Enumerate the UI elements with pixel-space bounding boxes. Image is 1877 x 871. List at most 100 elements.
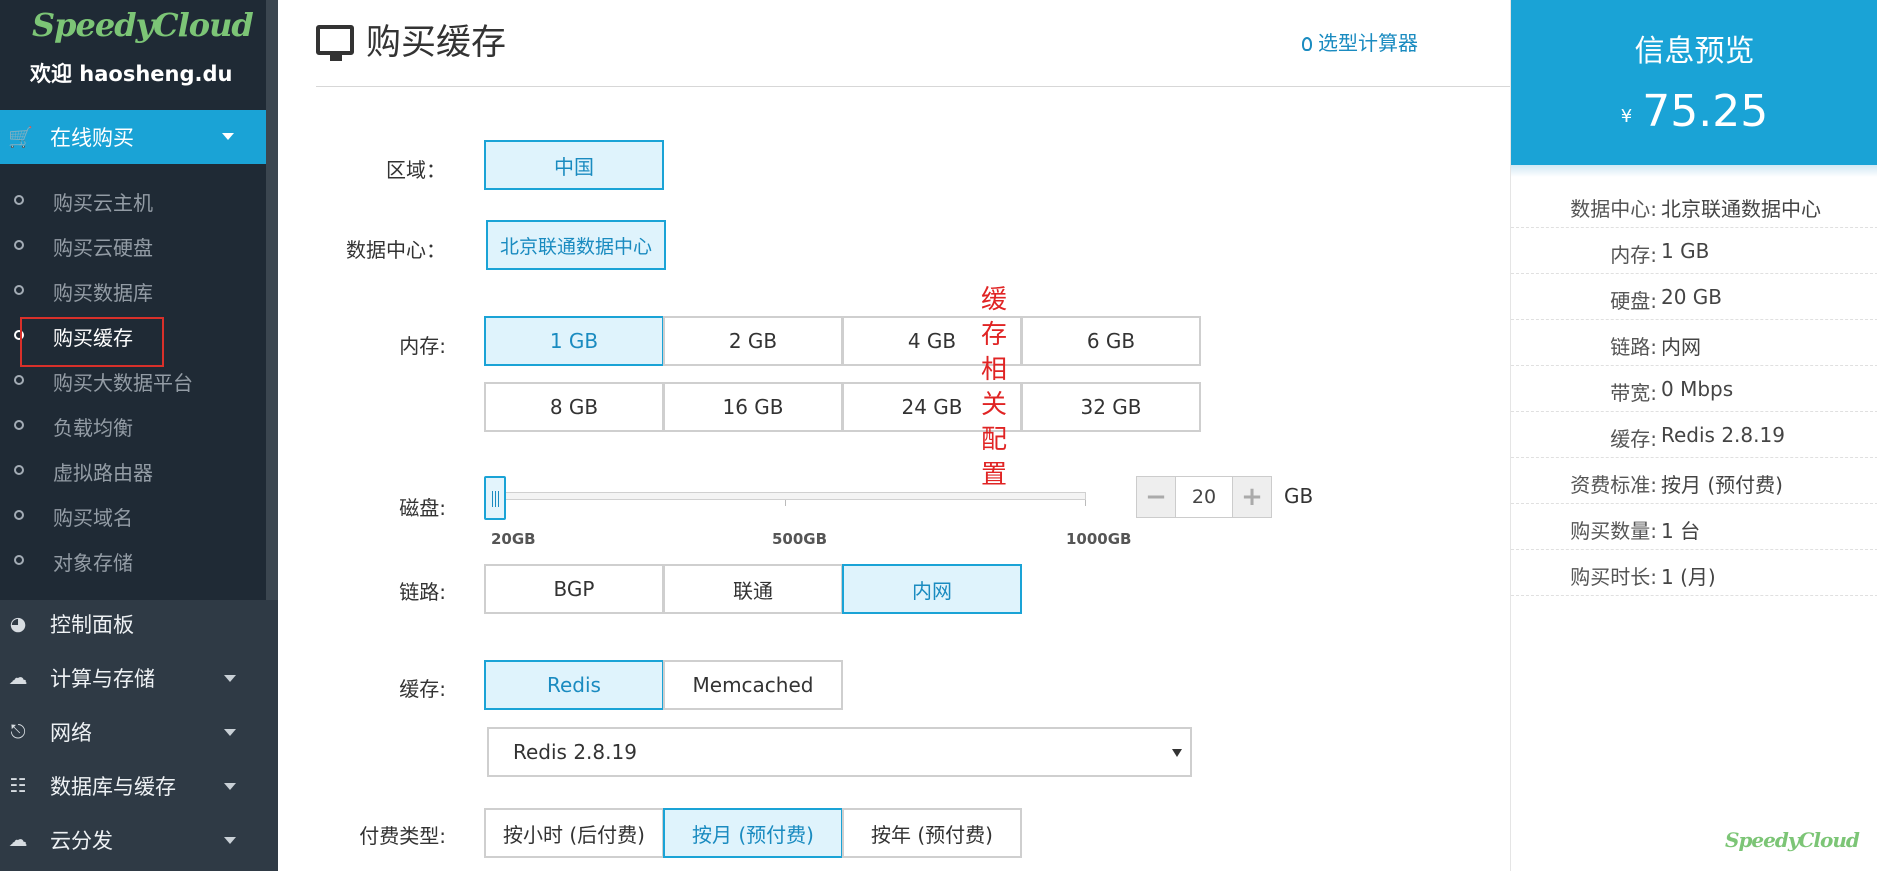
slider-mid-label: 500GB: [772, 530, 828, 548]
memory-option[interactable]: 4 GB: [842, 316, 1022, 366]
menu-compute-storage[interactable]: ☁ 计算与存储: [0, 651, 278, 705]
brand-logo: SpeedyCloud: [1725, 828, 1860, 852]
link-option-intranet[interactable]: 内网: [842, 564, 1022, 614]
menu-cdn[interactable]: ☁ 云分发: [0, 813, 278, 867]
circle-icon: [14, 330, 24, 340]
menu-label: 数据库与缓存: [50, 775, 176, 799]
menu-label: 在线购买: [50, 126, 134, 150]
cache-label: 缓存:: [399, 677, 446, 701]
cache-option-memcached[interactable]: Memcached: [663, 660, 843, 710]
info-key: 购买时长:: [1570, 565, 1657, 589]
memory-option[interactable]: 8 GB: [484, 382, 664, 432]
preview-header: 信息预览 ¥75.25: [1511, 0, 1877, 165]
info-value: 按月 (预付费): [1661, 473, 1783, 497]
link-label: 链路:: [399, 580, 446, 604]
cloud-icon: ☁: [8, 667, 28, 689]
info-key: 硬盘:: [1610, 289, 1657, 313]
sidebar-item-virtual-router[interactable]: 虚拟路由器: [0, 450, 266, 492]
info-row: 数据中心: 北京联通数据中心: [1511, 182, 1877, 228]
link-option-unicom[interactable]: 联通: [663, 564, 843, 614]
info-value: 1 GB: [1661, 239, 1710, 263]
datacenter-option-beijing[interactable]: 北京联通数据中心: [486, 220, 666, 270]
info-row: 资费标准: 按月 (预付费): [1511, 458, 1877, 504]
slider-tick: [1085, 500, 1086, 506]
disk-slider-handle[interactable]: [484, 476, 506, 520]
memory-option[interactable]: 24 GB: [842, 382, 1022, 432]
disk-size-input[interactable]: 20: [1176, 476, 1232, 518]
logo: SpeedyCloud: [32, 6, 254, 44]
plus-button[interactable]: +: [1232, 476, 1272, 518]
datacenter-label: 数据中心：: [346, 238, 446, 262]
info-value: 20 GB: [1661, 285, 1723, 309]
info-key: 数据中心:: [1570, 197, 1657, 221]
dashboard-icon: ◕: [9, 613, 27, 635]
disk-slider-track[interactable]: [484, 492, 1086, 500]
sidebar-item-label: 购买云主机: [53, 191, 153, 215]
billing-label: 付费类型:: [359, 824, 446, 848]
region-option-china[interactable]: 中国: [484, 140, 664, 190]
memory-option[interactable]: 32 GB: [1021, 382, 1201, 432]
memory-label: 内存:: [399, 334, 446, 358]
highlight-annotation-box: [20, 317, 164, 367]
info-value: Redis 2.8.19: [1661, 423, 1785, 447]
memory-option[interactable]: 16 GB: [663, 382, 843, 432]
memory-option[interactable]: 2 GB: [663, 316, 843, 366]
slider-tick: [785, 500, 786, 506]
menu-database-cache[interactable]: ☷ 数据库与缓存: [0, 759, 278, 813]
sidebar-item-label: 购买缓存: [53, 326, 133, 350]
dropdown-arrow-icon: [1172, 749, 1182, 757]
lightbulb-icon: [1302, 37, 1312, 51]
sidebar-item-load-balancer[interactable]: 负载均衡: [0, 405, 266, 447]
menu-online-purchase[interactable]: 🛒 在线购买: [0, 110, 266, 164]
info-row: 购买时长: 1 (月): [1511, 550, 1877, 596]
sidebar-item-object-storage[interactable]: 对象存储: [0, 540, 266, 582]
billing-option-monthly[interactable]: 按月 (预付费): [663, 808, 843, 858]
sidebar-scrollbar[interactable]: [266, 0, 278, 600]
info-value: 1 (月): [1661, 565, 1716, 589]
info-key: 资费标准:: [1570, 473, 1657, 497]
disk-stepper: − 20 +: [1136, 476, 1272, 518]
info-preview-panel: 信息预览 ¥75.25 数据中心: 北京联通数据中心 内存: 1 GB 硬盘: 20 …: [1510, 0, 1877, 871]
sidebar-item-buy-database[interactable]: 购买数据库: [0, 270, 266, 312]
caret-down-icon: [224, 837, 236, 844]
network-icon: ⎋: [10, 721, 26, 743]
page-title: 购买缓存: [316, 14, 506, 65]
sidebar: SpeedyCloud 欢迎 haosheng.du 🛒 在线购买 购买云主机 …: [0, 0, 278, 871]
sidebar-item-buy-cache[interactable]: 购买缓存: [0, 315, 266, 357]
menu-network[interactable]: ⎋ 网络: [0, 705, 278, 759]
disk-unit: GB: [1284, 484, 1314, 508]
memory-option[interactable]: 1 GB: [484, 316, 664, 366]
menu-label: 网络: [50, 721, 92, 745]
cache-option-redis[interactable]: Redis: [484, 660, 664, 710]
title-divider: [316, 86, 1510, 87]
circle-icon: [14, 285, 24, 295]
circle-icon: [14, 240, 24, 250]
price: ¥75.25: [1511, 86, 1877, 137]
link-option-bgp[interactable]: BGP: [484, 564, 664, 614]
info-value: 内网: [1661, 335, 1701, 359]
info-row: 链路: 内网: [1511, 320, 1877, 366]
menu-dashboard[interactable]: ◕ 控制面板: [0, 597, 278, 651]
sidebar-item-buy-cloud-host[interactable]: 购买云主机: [0, 180, 266, 222]
billing-option-hourly[interactable]: 按小时 (后付费): [484, 808, 664, 858]
caret-down-icon: [224, 729, 236, 736]
sidebar-item-buy-cloud-disk[interactable]: 购买云硬盘: [0, 225, 266, 267]
calculator-link[interactable]: 选型计算器: [1302, 27, 1418, 56]
sidebar-item-label: 购买大数据平台: [53, 371, 193, 395]
sidebar-menu-panel: [0, 0, 266, 600]
sidebar-item-buy-bigdata[interactable]: 购买大数据平台: [0, 360, 266, 402]
cache-version-select[interactable]: Redis 2.8.19: [487, 727, 1192, 777]
memory-option[interactable]: 6 GB: [1021, 316, 1201, 366]
sidebar-item-buy-domain[interactable]: 购买域名: [0, 495, 266, 537]
minus-button[interactable]: −: [1136, 476, 1176, 518]
billing-option-yearly[interactable]: 按年 (预付费): [842, 808, 1022, 858]
sidebar-item-label: 购买域名: [53, 506, 133, 530]
disk-label: 磁盘:: [399, 496, 446, 520]
circle-icon: [14, 375, 24, 385]
info-row: 购买数量: 1 台: [1511, 504, 1877, 550]
circle-icon: [14, 555, 24, 565]
preview-title: 信息预览: [1634, 34, 1755, 69]
menu-label: 云分发: [50, 829, 113, 853]
database-icon: ☷: [9, 775, 27, 797]
calculator-link-label: 选型计算器: [1318, 31, 1418, 55]
